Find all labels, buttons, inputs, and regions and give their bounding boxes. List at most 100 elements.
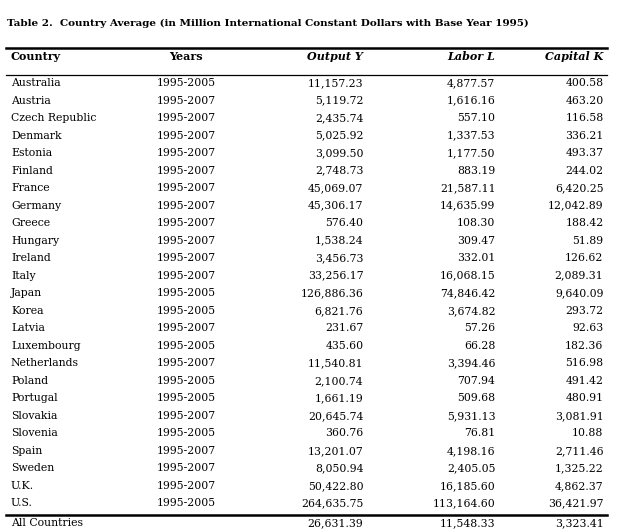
- Text: 113,164.60: 113,164.60: [433, 499, 495, 509]
- Text: 1995-2007: 1995-2007: [157, 131, 216, 141]
- Text: 332.01: 332.01: [457, 253, 495, 263]
- Text: 8,050.94: 8,050.94: [315, 464, 364, 474]
- Text: 3,674.82: 3,674.82: [447, 306, 495, 316]
- Text: Poland: Poland: [11, 376, 48, 386]
- Text: 1995-2005: 1995-2005: [157, 393, 216, 404]
- Text: 1,177.50: 1,177.50: [447, 148, 495, 158]
- Text: 76.81: 76.81: [464, 429, 495, 439]
- Text: Netherlands: Netherlands: [11, 358, 79, 369]
- Text: 12,042.89: 12,042.89: [548, 201, 603, 211]
- Text: 264,635.75: 264,635.75: [301, 499, 364, 509]
- Text: 3,394.46: 3,394.46: [447, 358, 495, 369]
- Text: 1995-2007: 1995-2007: [157, 411, 216, 421]
- Text: Austria: Austria: [11, 96, 50, 106]
- Text: 51.89: 51.89: [573, 236, 603, 246]
- Text: 3,081.91: 3,081.91: [555, 411, 603, 421]
- Text: 1,616.16: 1,616.16: [447, 96, 495, 106]
- Text: 50,422.80: 50,422.80: [308, 481, 364, 491]
- Text: Years: Years: [169, 51, 203, 62]
- Text: Latvia: Latvia: [11, 323, 45, 333]
- Text: Ireland: Ireland: [11, 253, 50, 263]
- Text: 4,862.37: 4,862.37: [555, 481, 603, 491]
- Text: 1995-2007: 1995-2007: [157, 113, 216, 123]
- Text: 1,538.24: 1,538.24: [314, 236, 364, 246]
- Text: 16,068.15: 16,068.15: [440, 271, 495, 281]
- Text: 360.76: 360.76: [325, 429, 364, 439]
- Text: 11,157.23: 11,157.23: [308, 78, 364, 88]
- Text: All Countries: All Countries: [11, 518, 83, 528]
- Text: 1995-2007: 1995-2007: [157, 166, 216, 176]
- Text: 126,886.36: 126,886.36: [300, 288, 364, 298]
- Text: 244.02: 244.02: [566, 166, 603, 176]
- Text: 5,931.13: 5,931.13: [447, 411, 495, 421]
- Text: 1995-2007: 1995-2007: [157, 446, 216, 456]
- Text: 400.58: 400.58: [566, 78, 603, 88]
- Text: 116.58: 116.58: [566, 113, 603, 123]
- Text: 557.10: 557.10: [458, 113, 495, 123]
- Text: 1995-2005: 1995-2005: [157, 288, 216, 298]
- Text: 11,540.81: 11,540.81: [308, 358, 364, 369]
- Text: 6,420.25: 6,420.25: [555, 183, 603, 193]
- Text: 4,198.16: 4,198.16: [447, 446, 495, 456]
- Text: 1995-2007: 1995-2007: [157, 236, 216, 246]
- Text: 5,025.92: 5,025.92: [315, 131, 364, 141]
- Text: Spain: Spain: [11, 446, 42, 456]
- Text: Estonia: Estonia: [11, 148, 52, 158]
- Text: 1995-2007: 1995-2007: [157, 96, 216, 106]
- Text: Country: Country: [11, 51, 61, 62]
- Text: France: France: [11, 183, 50, 193]
- Text: 6,821.76: 6,821.76: [314, 306, 364, 316]
- Text: 10.88: 10.88: [572, 429, 603, 439]
- Text: Sweden: Sweden: [11, 464, 54, 474]
- Text: 493.37: 493.37: [566, 148, 603, 158]
- Text: 1995-2005: 1995-2005: [157, 429, 216, 439]
- Text: 1995-2007: 1995-2007: [157, 358, 216, 369]
- Text: 1995-2005: 1995-2005: [157, 499, 216, 509]
- Text: 16,185.60: 16,185.60: [440, 481, 495, 491]
- Text: Australia: Australia: [11, 78, 61, 88]
- Text: 2,405.05: 2,405.05: [447, 464, 495, 474]
- Text: 1,325.22: 1,325.22: [555, 464, 603, 474]
- Text: 1995-2007: 1995-2007: [157, 271, 216, 281]
- Text: 3,323.41: 3,323.41: [555, 518, 603, 528]
- Text: U.K.: U.K.: [11, 481, 34, 491]
- Text: 3,099.50: 3,099.50: [315, 148, 364, 158]
- Text: 576.40: 576.40: [325, 218, 364, 228]
- Text: 2,748.73: 2,748.73: [315, 166, 364, 176]
- Text: 1995-2005: 1995-2005: [157, 306, 216, 316]
- Text: 11,548.33: 11,548.33: [440, 518, 495, 528]
- Text: 435.60: 435.60: [325, 341, 364, 351]
- Text: 126.62: 126.62: [565, 253, 603, 263]
- Text: Output Y: Output Y: [307, 51, 364, 62]
- Text: 231.67: 231.67: [325, 323, 364, 333]
- Text: 293.72: 293.72: [566, 306, 603, 316]
- Text: 21,587.11: 21,587.11: [440, 183, 495, 193]
- Text: 36,421.97: 36,421.97: [548, 499, 603, 509]
- Text: Greece: Greece: [11, 218, 50, 228]
- Text: 309.47: 309.47: [458, 236, 495, 246]
- Text: 3,456.73: 3,456.73: [315, 253, 364, 263]
- Text: Czech Republic: Czech Republic: [11, 113, 96, 123]
- Text: 108.30: 108.30: [457, 218, 495, 228]
- Text: 74,846.42: 74,846.42: [440, 288, 495, 298]
- Text: 188.42: 188.42: [566, 218, 603, 228]
- Text: 20,645.74: 20,645.74: [308, 411, 364, 421]
- Text: 1995-2005: 1995-2005: [157, 341, 216, 351]
- Text: Capital K: Capital K: [545, 51, 603, 62]
- Text: 4,877.57: 4,877.57: [447, 78, 495, 88]
- Text: 26,631.39: 26,631.39: [307, 518, 364, 528]
- Text: U.S.: U.S.: [11, 499, 33, 509]
- Text: 45,306.17: 45,306.17: [308, 201, 364, 211]
- Text: 2,435.74: 2,435.74: [315, 113, 364, 123]
- Text: 1995-2005: 1995-2005: [157, 376, 216, 386]
- Text: 9,640.09: 9,640.09: [555, 288, 603, 298]
- Text: 1,337.53: 1,337.53: [447, 131, 495, 141]
- Text: 182.36: 182.36: [565, 341, 603, 351]
- Text: 336.21: 336.21: [565, 131, 603, 141]
- Text: 2,100.74: 2,100.74: [314, 376, 364, 386]
- Text: Slovakia: Slovakia: [11, 411, 58, 421]
- Text: Denmark: Denmark: [11, 131, 61, 141]
- Text: Labor L: Labor L: [447, 51, 495, 62]
- Text: 509.68: 509.68: [458, 393, 495, 404]
- Text: 1995-2007: 1995-2007: [157, 148, 216, 158]
